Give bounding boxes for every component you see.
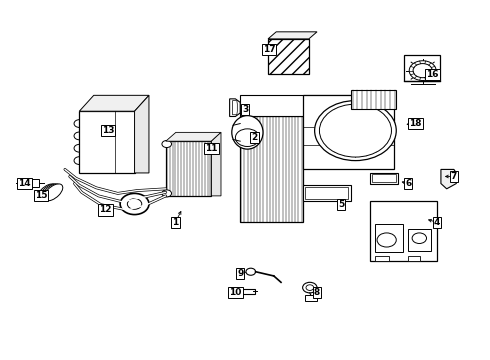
Text: 11: 11: [205, 144, 218, 153]
Bar: [305, 295, 317, 301]
Bar: [375, 224, 403, 252]
Text: 4: 4: [434, 218, 441, 227]
Text: 6: 6: [405, 179, 412, 188]
Circle shape: [235, 129, 259, 147]
Ellipse shape: [42, 184, 61, 201]
Ellipse shape: [232, 116, 263, 149]
Polygon shape: [230, 99, 240, 117]
Text: 12: 12: [99, 206, 112, 215]
Circle shape: [315, 100, 396, 161]
Text: 10: 10: [229, 288, 242, 297]
Polygon shape: [211, 132, 221, 196]
Text: 17: 17: [263, 45, 275, 54]
Ellipse shape: [44, 184, 63, 201]
Text: 18: 18: [409, 119, 422, 128]
Bar: [166, 141, 211, 196]
Circle shape: [377, 233, 396, 247]
Bar: [372, 174, 396, 182]
Circle shape: [120, 193, 149, 215]
Text: 1: 1: [172, 218, 178, 227]
Bar: [375, 256, 389, 261]
Bar: [240, 117, 303, 222]
Text: 9: 9: [237, 269, 244, 278]
Polygon shape: [135, 95, 149, 173]
Text: 8: 8: [314, 288, 320, 297]
Text: 16: 16: [426, 70, 439, 79]
Text: 5: 5: [338, 200, 344, 209]
Polygon shape: [79, 95, 149, 111]
Bar: [243, 289, 253, 294]
Circle shape: [306, 285, 314, 291]
Circle shape: [246, 268, 256, 275]
Circle shape: [127, 199, 142, 209]
Circle shape: [412, 233, 426, 243]
Text: 3: 3: [242, 105, 248, 114]
Circle shape: [303, 282, 317, 293]
Bar: [370, 173, 398, 184]
Text: 15: 15: [35, 192, 47, 201]
Ellipse shape: [40, 184, 58, 201]
Bar: [370, 201, 437, 261]
Circle shape: [409, 61, 436, 81]
Bar: [303, 95, 394, 170]
Text: 2: 2: [251, 133, 258, 142]
Bar: [79, 111, 135, 173]
Bar: [241, 289, 255, 294]
Bar: [268, 39, 309, 74]
Polygon shape: [166, 132, 221, 141]
Circle shape: [413, 64, 432, 78]
Text: 13: 13: [102, 126, 114, 135]
Bar: [351, 90, 396, 109]
Bar: [24, 179, 39, 187]
Bar: [240, 95, 370, 117]
Circle shape: [162, 190, 172, 197]
Circle shape: [162, 140, 172, 148]
Circle shape: [319, 104, 392, 157]
Text: 7: 7: [451, 172, 457, 181]
Bar: [408, 256, 420, 261]
Bar: [408, 229, 431, 251]
Polygon shape: [268, 32, 317, 39]
Bar: [305, 187, 348, 199]
Bar: [303, 185, 351, 201]
Polygon shape: [441, 170, 456, 189]
Ellipse shape: [38, 184, 56, 201]
Text: 14: 14: [18, 179, 30, 188]
Polygon shape: [233, 100, 237, 115]
Bar: [404, 55, 441, 81]
Circle shape: [345, 123, 366, 138]
